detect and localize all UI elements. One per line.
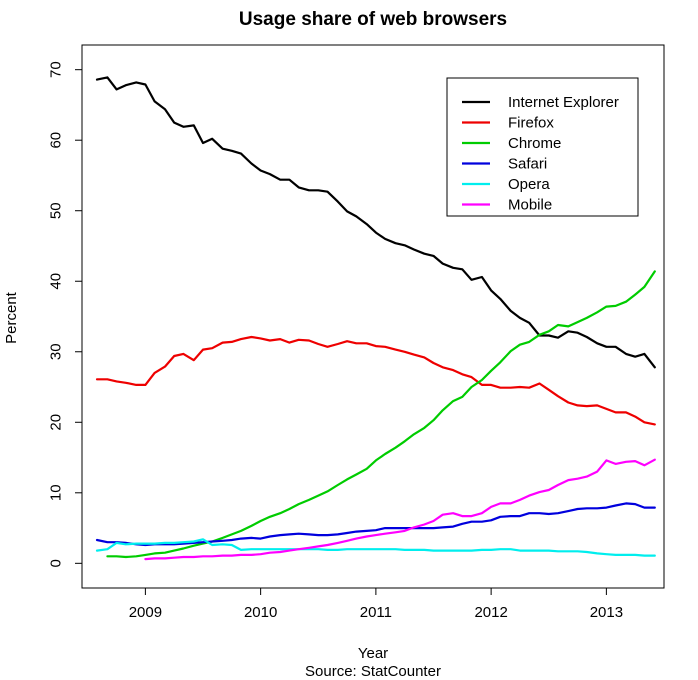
series-line-opera bbox=[95, 538, 656, 557]
series-line-mobile bbox=[144, 458, 656, 561]
y-axis: 0 10 20 30 40 50 60 70 bbox=[47, 61, 82, 567]
y-tick-label: 70 bbox=[47, 61, 64, 78]
x-tick-label: 2012 bbox=[474, 604, 507, 621]
series-line-internet-explorer bbox=[95, 76, 656, 369]
x-tick-label: 2009 bbox=[129, 604, 162, 621]
y-tick-label: 30 bbox=[47, 343, 64, 360]
legend: Internet Explorer Firefox Chrome Safari Oper… bbox=[446, 77, 639, 217]
legend-label-opera: Opera bbox=[508, 176, 550, 193]
plot-frame bbox=[81, 44, 665, 589]
y-tick-label: 40 bbox=[47, 273, 64, 290]
x-axis: 2009 2010 2011 2012 2013 bbox=[129, 588, 623, 621]
legend-label-internet-explorer: Internet Explorer bbox=[508, 94, 619, 111]
legend-label-chrome: Chrome bbox=[508, 135, 561, 152]
source-caption: Source: StatCounter bbox=[305, 663, 441, 680]
series-line-firefox bbox=[95, 335, 656, 426]
x-tick-label: 2010 bbox=[244, 604, 277, 621]
x-tick-label: 2013 bbox=[590, 604, 623, 621]
series-line-safari bbox=[95, 502, 656, 547]
x-axis-label: Year bbox=[358, 645, 388, 662]
x-tick-label: 2011 bbox=[360, 604, 392, 621]
y-tick-label: 0 bbox=[47, 559, 64, 567]
y-tick-label: 10 bbox=[47, 484, 64, 501]
plot-area bbox=[95, 76, 656, 561]
chart-title: Usage share of web browsers bbox=[239, 9, 507, 30]
legend-label-safari: Safari bbox=[508, 156, 547, 173]
y-tick-label: 60 bbox=[47, 132, 64, 149]
legend-label-mobile: Mobile bbox=[508, 197, 552, 214]
y-tick-label: 50 bbox=[47, 202, 64, 219]
series-line-chrome bbox=[106, 270, 656, 559]
y-axis-label: Percent bbox=[3, 291, 20, 344]
y-tick-label: 20 bbox=[47, 414, 64, 431]
legend-label-firefox: Firefox bbox=[508, 115, 554, 132]
